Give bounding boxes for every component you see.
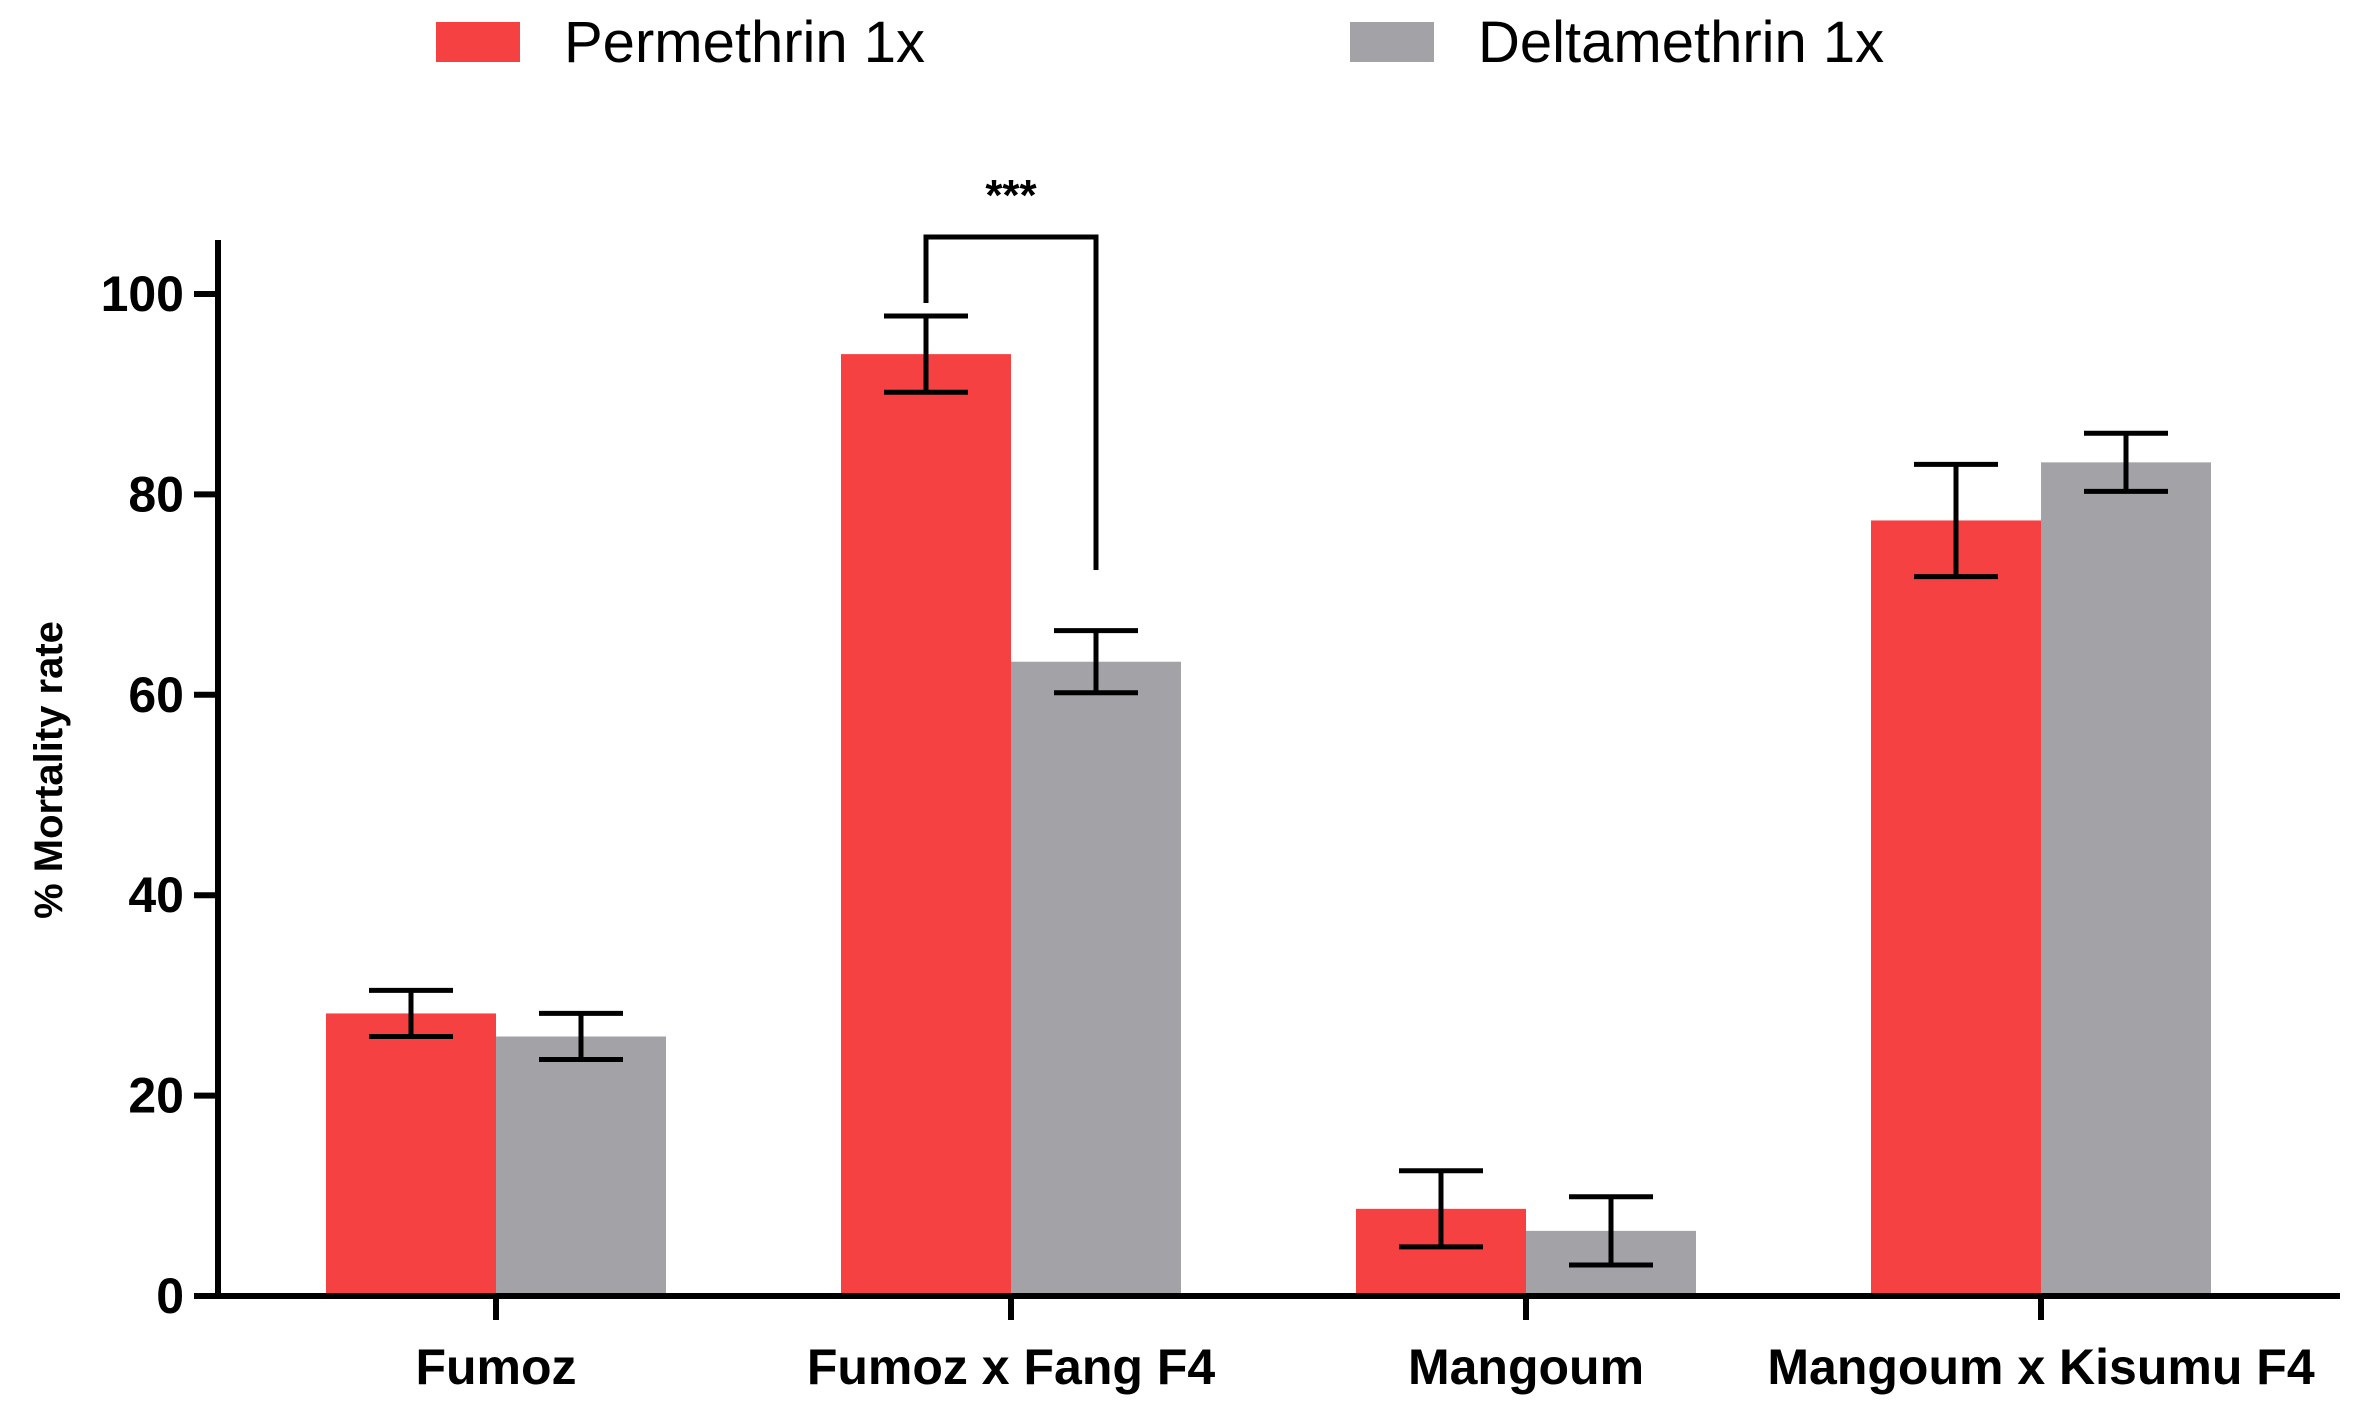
y-tick-label-100: 100	[101, 266, 184, 322]
y-axis-title: % Mortality rate	[27, 621, 71, 919]
legend-swatch-0	[436, 22, 520, 62]
y-tick-label-40: 40	[128, 867, 184, 923]
annotations-layer: ***	[923, 171, 1099, 570]
category-label-2: Mangoum	[1408, 1339, 1644, 1395]
category-label-3: Mangoum x Kisumu F4	[1767, 1339, 2314, 1395]
category-label-0: Fumoz	[415, 1339, 576, 1395]
significance-label-0: ***	[985, 171, 1037, 220]
bar-permethrin-0	[326, 1013, 496, 1296]
bar-deltamethrin-3	[2041, 462, 2211, 1296]
category-label-1: Fumoz x Fang F4	[807, 1339, 1216, 1395]
y-tick-label-80: 80	[128, 466, 184, 522]
legend-label-0: Permethrin 1x	[564, 10, 925, 75]
y-tick-label-0: 0	[156, 1268, 184, 1324]
legend: Permethrin 1x Deltamethrin 1x	[436, 10, 1884, 75]
legend-swatch-1	[1350, 22, 1434, 62]
axes-layer: 0 20 40 60 80 100 Fumoz Fumoz x Fang F4 Mangoum M…	[27, 240, 2340, 1395]
y-tick-label-20: 20	[128, 1068, 184, 1124]
y-tick-label-60: 60	[128, 667, 184, 723]
error-bars-layer	[369, 313, 2168, 1268]
legend-label-1: Deltamethrin 1x	[1478, 10, 1884, 75]
bars-layer	[326, 354, 2211, 1296]
bar-deltamethrin-0	[496, 1036, 666, 1296]
bar-permethrin-1	[841, 354, 1011, 1296]
significance-bracket-0	[923, 234, 1099, 570]
bar-deltamethrin-1	[1011, 661, 1181, 1296]
bar-permethrin-3	[1871, 520, 2041, 1296]
